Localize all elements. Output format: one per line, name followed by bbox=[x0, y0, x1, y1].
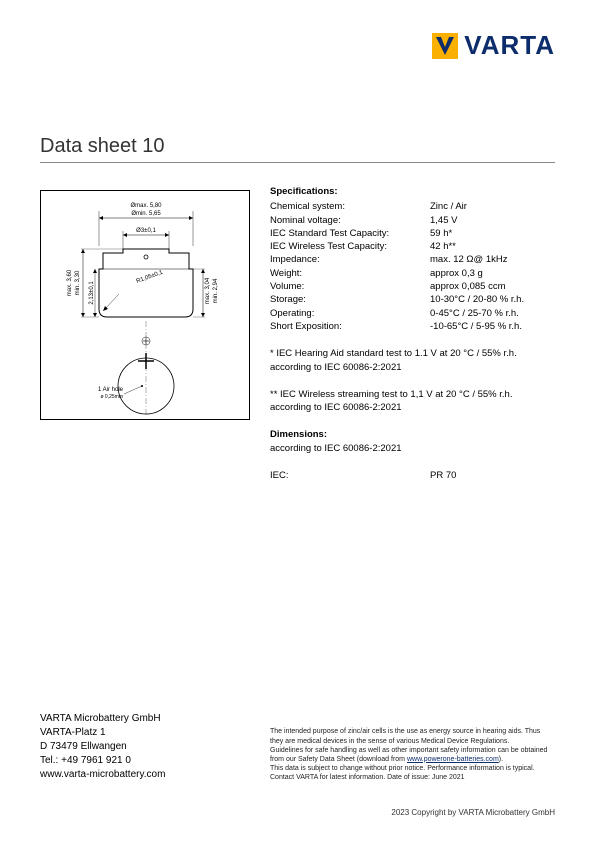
spec-row: Weight:approx 0,3 g bbox=[270, 267, 555, 280]
safety-sheet-link[interactable]: www.powerone-batteries.com bbox=[407, 756, 499, 763]
iec-value: PR 70 bbox=[430, 469, 555, 482]
company-name: VARTA Microbattery GmbH bbox=[40, 712, 165, 726]
spec-value: max. 12 Ω@ 1kHz bbox=[430, 253, 555, 266]
spec-label: IEC Wireless Test Capacity: bbox=[270, 240, 430, 253]
spec-value: 10-30°C / 20-80 % r.h. bbox=[430, 293, 555, 306]
varta-v-icon bbox=[432, 33, 458, 59]
svg-text:ø 0,25mm: ø 0,25mm bbox=[100, 394, 123, 400]
spec-label: Operating: bbox=[270, 307, 430, 320]
dimensions-text: according to IEC 60086-2:2021 bbox=[270, 442, 555, 455]
svg-text:max. 3,60: max. 3,60 bbox=[67, 269, 73, 296]
spec-row: Nominal voltage:1,45 V bbox=[270, 214, 555, 227]
spec-label: Volume: bbox=[270, 280, 430, 293]
disclaimer-1: The intended purpose of zinc/air cells i… bbox=[270, 727, 555, 745]
spec-value: approx 0,3 g bbox=[430, 267, 555, 280]
spec-label: Impedance: bbox=[270, 253, 430, 266]
copyright-text: 2023 Copyright by VARTA Microbattery Gmb… bbox=[391, 808, 555, 817]
svg-text:Ømax. 5,80: Ømax. 5,80 bbox=[130, 203, 162, 209]
company-tel: Tel.: +49 7961 921 0 bbox=[40, 754, 165, 768]
spec-label: Chemical system: bbox=[270, 200, 430, 213]
spec-row: Short Exposition:-10-65°C / 5-95 % r.h. bbox=[270, 320, 555, 333]
svg-text:1 Air hole: 1 Air hole bbox=[98, 387, 124, 393]
svg-text:Ømin. 5,65: Ømin. 5,65 bbox=[131, 211, 161, 217]
svg-text:min. 3,30: min. 3,30 bbox=[75, 270, 81, 295]
spec-row: Impedance:max. 12 Ω@ 1kHz bbox=[270, 253, 555, 266]
page-title: Data sheet 10 bbox=[40, 135, 555, 163]
svg-text:R1,05±0,1: R1,05±0,1 bbox=[136, 270, 165, 285]
spec-label: IEC Standard Test Capacity: bbox=[270, 227, 430, 240]
spec-label: Storage: bbox=[270, 293, 430, 306]
spec-label: Short Exposition: bbox=[270, 320, 430, 333]
spec-note-1: * IEC Hearing Aid standard test to 1.1 V… bbox=[270, 347, 555, 374]
disclaimer-2: Guidelines for safe handling as well as … bbox=[270, 746, 555, 764]
svg-text:max. 3,04: max. 3,04 bbox=[205, 277, 211, 304]
disclaimer-block: The intended purpose of zinc/air cells i… bbox=[270, 727, 555, 782]
spec-row: Operating:0-45°C / 25-70 % r.h. bbox=[270, 307, 555, 320]
spec-value: -10-65°C / 5-95 % r.h. bbox=[430, 320, 555, 333]
spec-row: IEC Standard Test Capacity:59 h* bbox=[270, 227, 555, 240]
spec-row: Storage:10-30°C / 20-80 % r.h. bbox=[270, 293, 555, 306]
spec-value: Zinc / Air bbox=[430, 200, 555, 213]
spec-row: IEC Wireless Test Capacity:42 h** bbox=[270, 240, 555, 253]
spec-note-2: ** IEC Wireless streaming test to 1,1 V … bbox=[270, 388, 555, 415]
spec-row: Volume:approx 0,085 ccm bbox=[270, 280, 555, 293]
spec-value: 42 h** bbox=[430, 240, 555, 253]
spec-value: 0-45°C / 25-70 % r.h. bbox=[430, 307, 555, 320]
spec-label: Weight: bbox=[270, 267, 430, 280]
iec-row: IEC: PR 70 bbox=[270, 469, 555, 482]
disclaimer-3: This data is subject to change without p… bbox=[270, 764, 555, 782]
spec-value: approx 0,085 ccm bbox=[430, 280, 555, 293]
spec-label: Nominal voltage: bbox=[270, 214, 430, 227]
brand-logo: VARTA bbox=[432, 30, 555, 61]
technical-diagram: Ømax. 5,80 Ømin. 5,65 Ø3±0,1 R1,05±0,1 m… bbox=[40, 190, 250, 420]
dimensions-heading: Dimensions: bbox=[270, 428, 555, 441]
company-addr1: VARTA-Platz 1 bbox=[40, 726, 165, 740]
spec-value: 59 h* bbox=[430, 227, 555, 240]
specifications-block: Specifications: Chemical system:Zinc / A… bbox=[270, 185, 555, 482]
spec-row: Chemical system:Zinc / Air bbox=[270, 200, 555, 213]
iec-label: IEC: bbox=[270, 469, 430, 482]
svg-text:2,13±0,1: 2,13±0,1 bbox=[89, 281, 95, 305]
svg-text:Ø3±0,1: Ø3±0,1 bbox=[136, 228, 156, 234]
company-contact: VARTA Microbattery GmbH VARTA-Platz 1 D … bbox=[40, 712, 165, 782]
svg-text:min. 2,94: min. 2,94 bbox=[213, 278, 219, 303]
company-addr2: D 73479 Ellwangen bbox=[40, 740, 165, 754]
company-web: www.varta-microbattery.com bbox=[40, 768, 165, 782]
spec-value: 1,45 V bbox=[430, 214, 555, 227]
brand-name: VARTA bbox=[464, 30, 555, 61]
specs-heading: Specifications: bbox=[270, 185, 555, 198]
